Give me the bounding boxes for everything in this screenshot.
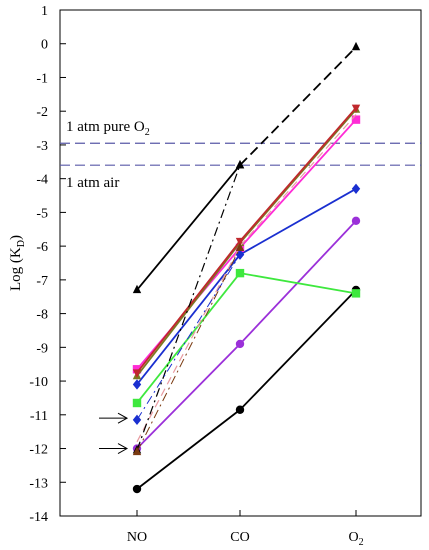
series-layer [132, 41, 361, 494]
series-segment [239, 188, 357, 256]
data-point [235, 249, 245, 260]
series-line [132, 41, 361, 294]
series-segment [239, 46, 357, 166]
series-segment [239, 119, 357, 249]
y-tick-label: -2 [36, 105, 48, 120]
y-tick-label: -3 [36, 139, 48, 154]
x-tick-label: O2 [348, 530, 363, 548]
data-point [351, 115, 361, 124]
data-point [132, 379, 142, 390]
y-axis-label: Log (KD) [8, 235, 27, 291]
reference-line-label: 1 atm air [66, 175, 119, 191]
data-point [132, 484, 142, 494]
series-segment [136, 247, 241, 453]
data-point [351, 104, 361, 114]
series-segment [239, 114, 357, 247]
reference-lines: 1 atm pure O2 1 atm air [60, 119, 421, 191]
y-tick-label: -12 [29, 443, 48, 458]
annotation-arrowhead [117, 443, 129, 454]
series-segment [136, 254, 241, 385]
y-axis: 1 0 -1 -2 -3 -4 -5 -6 -7 -8 -9 -10 -11 -12 -13 -14 [29, 4, 66, 525]
data-point [235, 242, 245, 252]
data-point [351, 183, 361, 194]
data-point [132, 414, 142, 426]
y-tick-label: -1 [36, 71, 48, 86]
y-tick-label: -5 [36, 206, 48, 221]
series-segment [239, 289, 357, 411]
data-point [132, 284, 142, 294]
annotations [99, 412, 129, 454]
x-tick-label: NO [127, 530, 147, 545]
data-point [132, 446, 142, 456]
series-segment [239, 107, 357, 242]
series-segment [136, 164, 241, 291]
series-line [132, 285, 361, 494]
series-segment [136, 409, 241, 490]
series-segment [136, 343, 241, 450]
y-tick-label: -4 [36, 173, 48, 188]
y-tick-label: -14 [29, 510, 48, 525]
data-point [235, 339, 245, 349]
x-axis: NO CO O2 [127, 510, 364, 548]
series-line [132, 159, 245, 454]
data-point [235, 405, 245, 414]
series-segment [136, 242, 241, 377]
series-segment [136, 245, 241, 443]
x-tick-label: CO [230, 530, 249, 545]
data-point [132, 398, 142, 408]
series-line [132, 249, 245, 426]
series-line [132, 242, 245, 456]
y-tick-label: -13 [29, 476, 48, 491]
data-point [235, 159, 245, 169]
data-point [132, 369, 142, 378]
series-segment [136, 254, 241, 421]
data-point [351, 216, 361, 226]
data-point [235, 237, 245, 247]
y-tick-label: -6 [36, 240, 48, 255]
y-tick-label: 1 [41, 4, 48, 19]
y-tick-label: -11 [30, 409, 48, 424]
series-segment [136, 164, 241, 451]
y-tick-label: 0 [41, 38, 48, 53]
plot-frame [59, 9, 422, 517]
y-tick-label: -8 [36, 308, 48, 323]
series-line [132, 183, 361, 390]
data-point [351, 41, 361, 51]
y-tick-label: -9 [36, 341, 48, 356]
data-point [351, 289, 361, 298]
y-tick-label: -7 [36, 274, 48, 289]
data-point [132, 365, 142, 374]
annotation-arrowhead [117, 412, 129, 424]
reference-line-label: 1 atm pure O2 [66, 119, 150, 138]
series-segment [239, 108, 357, 244]
y-tick-label: -10 [29, 375, 48, 390]
series-line [136, 114, 357, 443]
series-segment [239, 272, 357, 295]
data-point [235, 268, 245, 278]
